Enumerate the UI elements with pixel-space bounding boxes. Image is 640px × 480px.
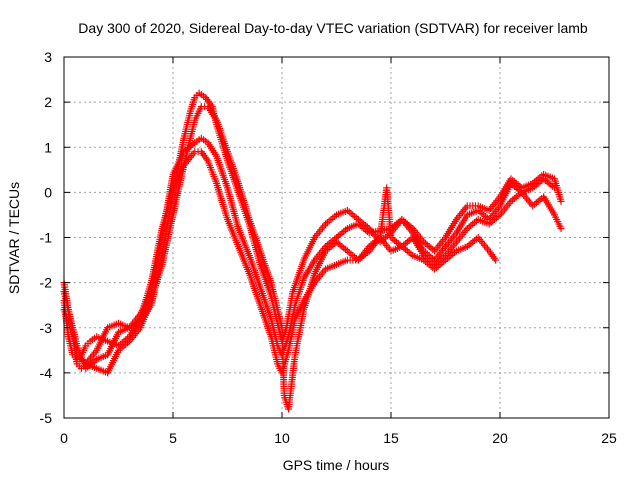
chart-title: Day 300 of 2020, Sidereal Day-to-day VTE… — [78, 20, 588, 36]
data-point — [557, 197, 565, 205]
y-tick-label: 1 — [44, 139, 52, 155]
series-series-4 — [60, 103, 500, 413]
x-tick-label: 25 — [601, 430, 617, 446]
y-axis-label: SDTVAR / TECUs — [6, 182, 22, 294]
x-axis-label: GPS time / hours — [283, 457, 390, 473]
y-tick-label: 3 — [44, 49, 52, 65]
data-point — [492, 256, 500, 264]
tick-labels: 0 5 10 15 20 25 -5 -4 -3 -2 -1 0 1 2 3 — [40, 49, 617, 446]
y-tick-label: 0 — [44, 184, 52, 200]
y-tick-label: -1 — [40, 230, 53, 246]
data-point — [557, 224, 565, 232]
data-points — [60, 89, 565, 413]
y-tick-label: -4 — [40, 365, 53, 381]
y-tick-label: -5 — [40, 410, 53, 426]
x-tick-label: 10 — [274, 430, 290, 446]
plot-frame — [63, 56, 610, 419]
x-tick-label: 15 — [383, 430, 399, 446]
y-tick-label: -3 — [40, 320, 53, 336]
x-tick-label: 0 — [60, 430, 68, 446]
y-tick-label: 2 — [44, 94, 52, 110]
x-tick-label: 5 — [169, 430, 177, 446]
y-tick-label: -2 — [40, 275, 53, 291]
x-tick-label: 20 — [492, 430, 508, 446]
